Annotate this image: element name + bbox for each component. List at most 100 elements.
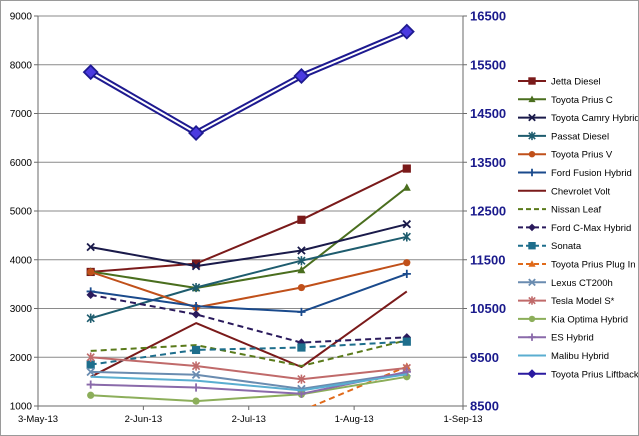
series-tesla-model-s	[86, 352, 411, 384]
y-left-tick-label: 8000	[10, 60, 33, 71]
legend-item-kia-optima-hybrid: Kia Optima Hybrid	[518, 314, 628, 325]
series-line-ford-fusion-hybrid	[90, 272, 408, 313]
legend-label: Jetta Diesel	[551, 77, 601, 88]
data-point	[87, 391, 95, 399]
legend-item-tesla-model-s: Tesla Model S*	[518, 296, 615, 307]
y-right-tick-label: 15500	[470, 57, 506, 72]
data-point	[297, 215, 306, 224]
legend-item-toyota-prius-v: Toyota Prius V	[518, 150, 613, 161]
legend-item-nissan-leaf: Nissan Leaf	[518, 205, 602, 216]
legend-item-jetta-diesel: Jetta Diesel	[518, 77, 601, 88]
series-sonata	[86, 337, 411, 369]
data-point	[191, 383, 201, 392]
legend-marker	[528, 278, 536, 287]
legend-item-malibu-hybrid: Malibu Hybrid	[518, 351, 609, 362]
legend-marker	[528, 242, 536, 250]
y-right-tick-label: 16500	[470, 9, 506, 24]
data-point-inner	[85, 66, 97, 78]
series-line-malibu-hybrid	[90, 373, 407, 392]
series-line-chevrolet-volt	[90, 290, 408, 378]
data-point	[402, 183, 411, 191]
y-left-tick-label: 9000	[10, 12, 33, 23]
legend-label: Passat Diesel	[551, 131, 609, 142]
legend-label: Toyota Prius Plug In	[551, 260, 636, 271]
x-tick-label: 3-May-13	[18, 414, 58, 425]
legend-item-passat-diesel: Passat Diesel	[518, 131, 609, 142]
data-point	[297, 384, 306, 394]
y-left-tick-label: 3000	[10, 304, 33, 315]
y-right-tick-label: 12500	[470, 204, 506, 219]
legend-item-chevrolet-volt: Chevrolet Volt	[518, 186, 611, 197]
legend-marker	[528, 260, 536, 267]
y-left-tick-label: 7000	[10, 109, 33, 120]
legend-item-toyota-prius-c: Toyota Prius C	[518, 95, 613, 106]
data-point	[297, 307, 306, 317]
data-point	[192, 397, 200, 405]
legend-label: Sonata	[551, 241, 582, 252]
data-point	[86, 360, 95, 369]
series-nissan-leaf	[90, 339, 408, 367]
y-left-tick-label: 2000	[10, 353, 33, 364]
legend-marker	[528, 333, 536, 341]
data-point	[87, 268, 95, 276]
legend-marker	[528, 131, 536, 141]
legend-label: Malibu Hybrid	[551, 351, 609, 362]
legend-marker	[527, 369, 537, 379]
legend-label: Toyota Prius V	[551, 150, 613, 161]
legend-label: Toyota Prius Liftback	[551, 369, 638, 380]
data-point-inner	[295, 70, 307, 82]
legend-marker	[528, 113, 536, 122]
x-tick-label: 2-Jul-13	[232, 414, 266, 425]
data-point	[191, 261, 201, 271]
data-point	[191, 345, 201, 355]
series-passat-diesel	[86, 232, 411, 323]
series-line-nissan-leaf	[90, 339, 408, 367]
legend-item-es-hybrid: ES Hybrid	[518, 333, 594, 344]
y-right-tick-label: 14500	[470, 106, 506, 121]
legend-label: Nissan Leaf	[551, 205, 602, 216]
data-point	[86, 313, 95, 323]
series-line-jetta-diesel	[90, 167, 408, 273]
series-toyota-camry-hybrid	[86, 219, 412, 271]
data-point	[191, 370, 201, 380]
y-right-tick-label: 10500	[470, 301, 506, 316]
data-point	[86, 352, 95, 362]
legend-label: Tesla Model S*	[551, 296, 615, 307]
series-line-tesla-model-s	[90, 356, 407, 381]
legend-item-toyota-prius-plug-in: Toyota Prius Plug In	[518, 260, 636, 271]
data-point-inner	[401, 26, 413, 38]
series-line-toyota-prius-v	[90, 261, 408, 309]
y-left-tick-label: 6000	[10, 158, 33, 169]
data-point	[402, 164, 411, 173]
data-point	[86, 290, 95, 300]
series-malibu-hybrid	[90, 373, 407, 392]
series-line-kia-optima-hybrid	[90, 375, 407, 403]
data-point	[191, 361, 201, 371]
gridlines	[38, 15, 463, 407]
legend-label: Kia Optima Hybrid	[551, 314, 628, 325]
series-line-passat-diesel	[90, 235, 408, 320]
data-point	[86, 242, 95, 252]
data-point	[402, 269, 411, 278]
legend-label: Ford C-Max Hybrid	[551, 223, 631, 234]
x-tick-label: 1-Aug-13	[335, 414, 374, 425]
data-point	[402, 232, 411, 242]
legend-marker	[528, 151, 536, 158]
series-line-toyota-prius-plug-in	[310, 365, 408, 406]
data-point	[402, 219, 412, 229]
series-ford-c-max-hybrid	[86, 290, 412, 347]
legend: Jetta Diesel Toyota Prius C Toyota Camry H…	[518, 77, 638, 380]
data-point	[86, 380, 95, 389]
series-chevrolet-volt	[90, 290, 408, 378]
legend-label: ES Hybrid	[551, 333, 594, 344]
y-left-tick-label: 5000	[10, 207, 33, 218]
y-right-tick-label: 9500	[470, 350, 499, 365]
data-point	[297, 374, 306, 384]
legend-label: Toyota Camry Hybrid	[551, 113, 638, 124]
data-point	[297, 283, 306, 292]
y-right-tick-label: 11500	[470, 252, 505, 267]
data-point	[191, 282, 201, 293]
series-line-sonata	[90, 340, 407, 366]
legend-item-lexus-ct200h: Lexus CT200h	[518, 278, 613, 289]
series-line-ford-c-max-hybrid	[90, 293, 407, 344]
